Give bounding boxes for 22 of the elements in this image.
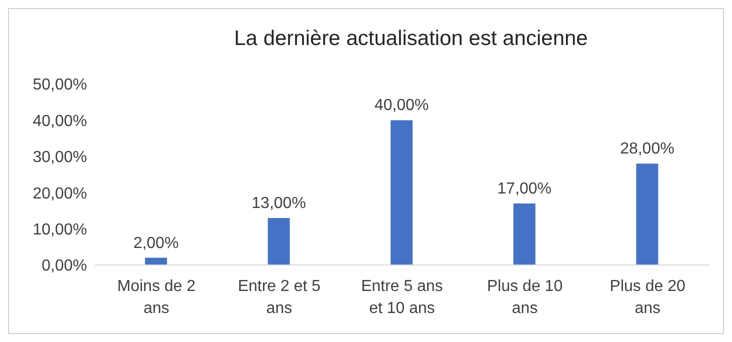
bar: [513, 203, 536, 265]
y-tick-label: 0,00%: [42, 258, 87, 275]
x-tick-label: Moins de 2 ans: [117, 278, 196, 317]
data-label: 13,00%: [252, 194, 306, 212]
data-label: 40,00%: [374, 97, 429, 114]
y-tick-label: 30,00%: [32, 149, 87, 166]
x-tick-label: Plus de 20 ans: [610, 278, 686, 317]
data-label: 17,00%: [497, 180, 552, 198]
bar: [636, 164, 658, 265]
y-tick-label: 20,00%: [32, 185, 87, 202]
data-label: 2,00%: [133, 234, 179, 252]
bar: [268, 218, 290, 265]
data-label: 28,00%: [620, 140, 674, 158]
x-tick-label: Entre 5 ans et 10 ans: [361, 278, 443, 317]
y-tick-label: 10,00%: [32, 221, 87, 238]
bar: [145, 258, 167, 265]
y-tick-label: 50,00%: [32, 76, 87, 94]
x-tick-label: Entre 2 et 5 ans: [238, 278, 321, 317]
bar: [390, 120, 413, 265]
y-tick-label: 40,00%: [32, 112, 87, 130]
x-tick-label: Plus de 10 ans: [486, 278, 563, 317]
chart-title: La dernière actualisation est ancienne: [233, 27, 589, 51]
